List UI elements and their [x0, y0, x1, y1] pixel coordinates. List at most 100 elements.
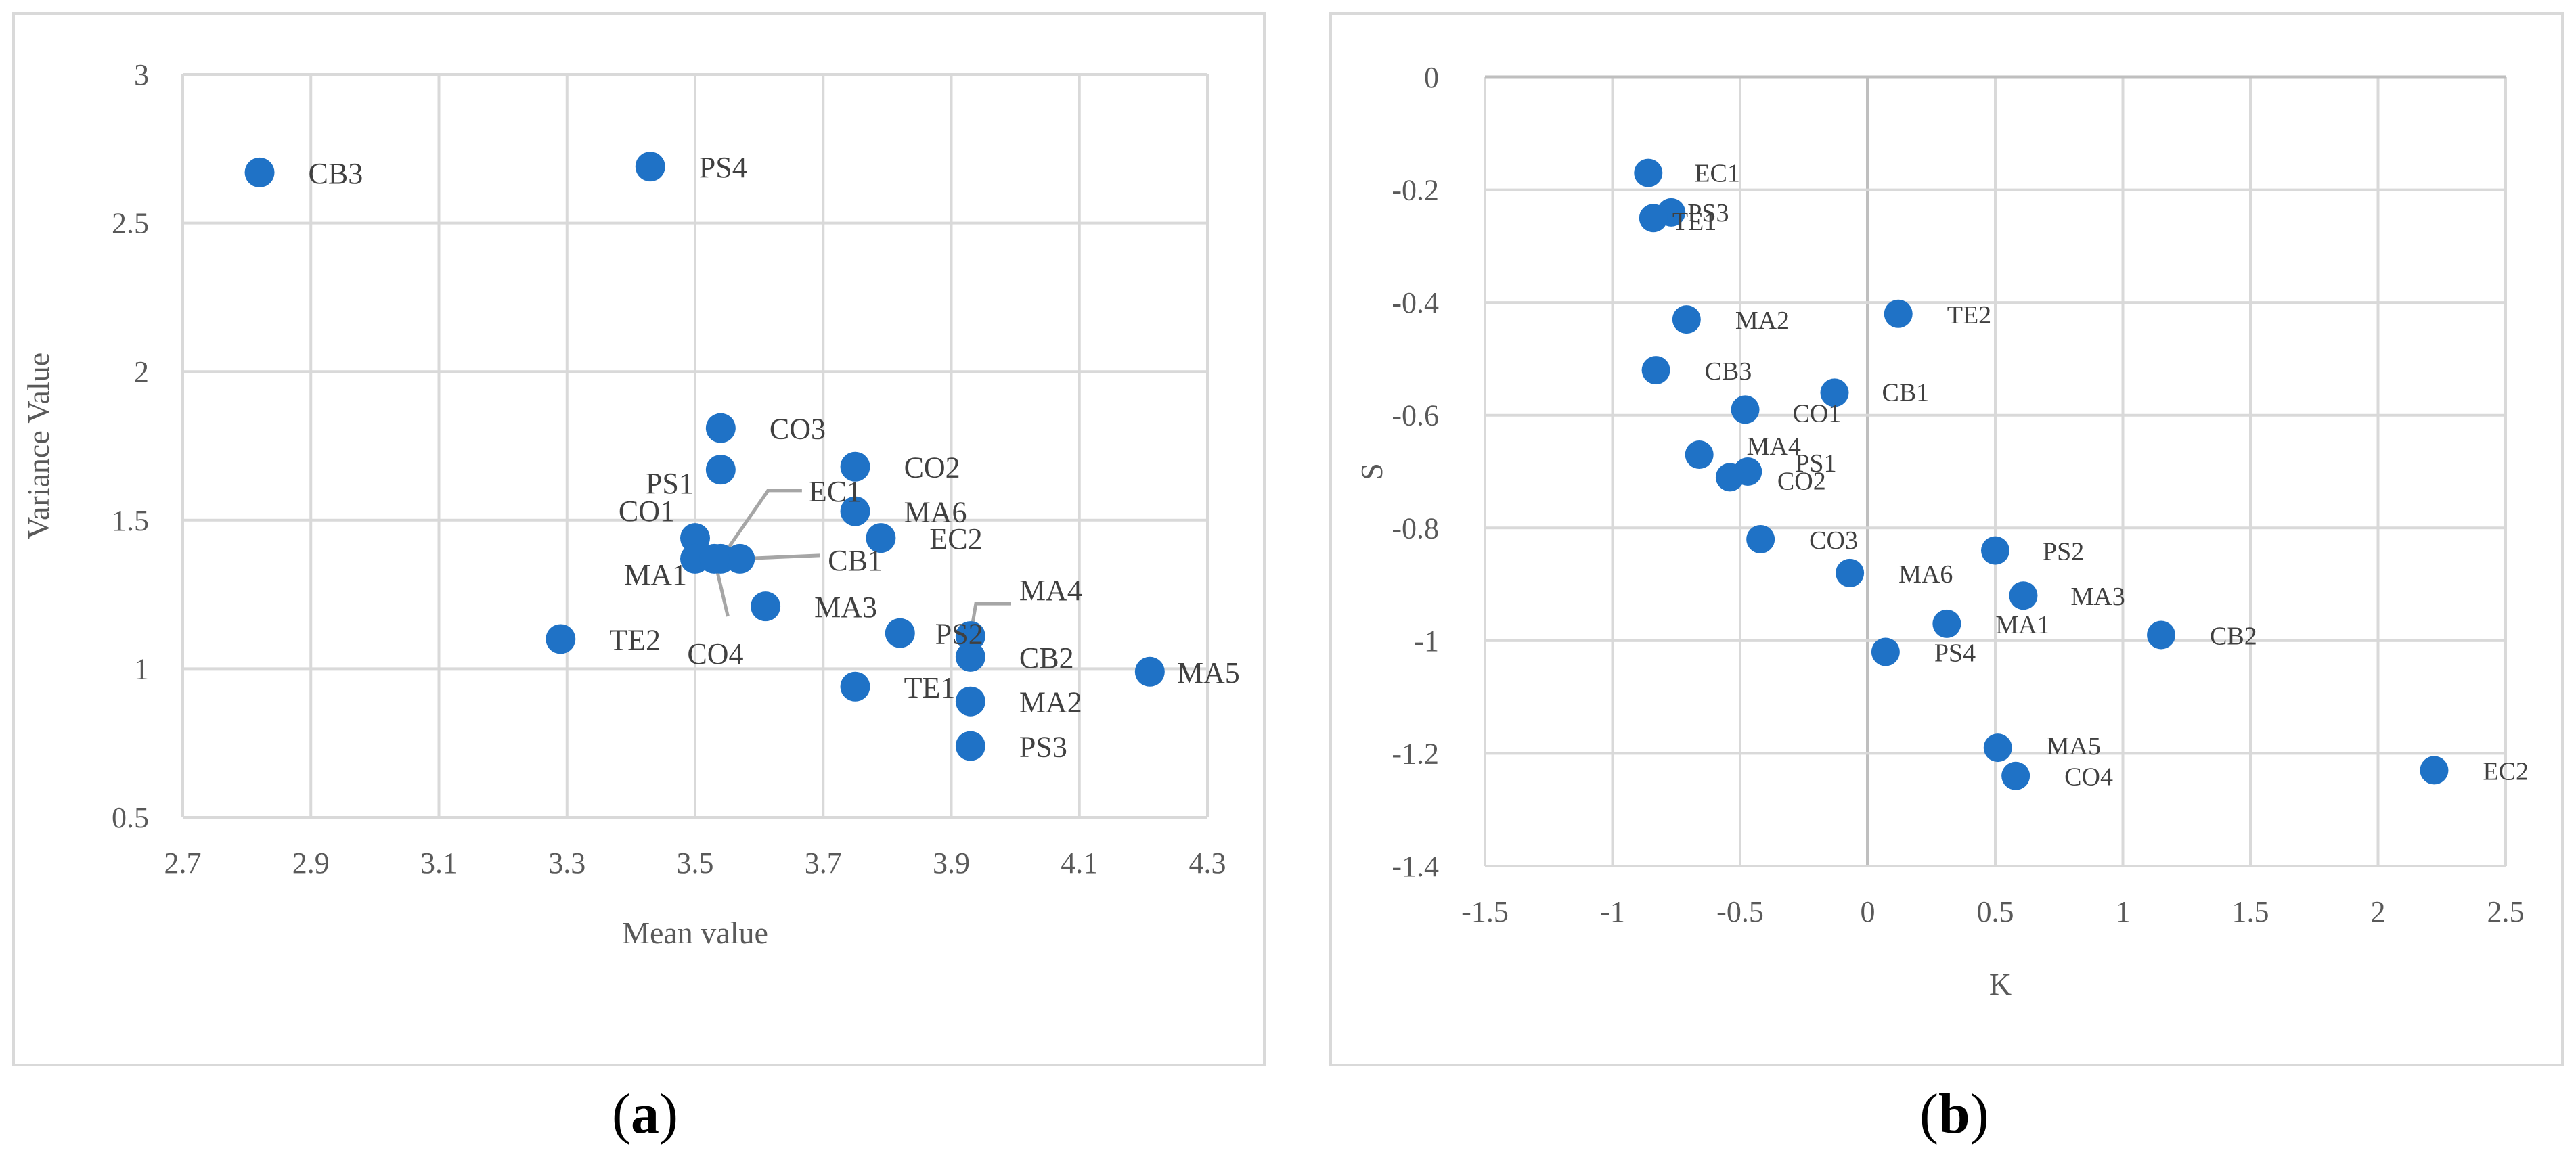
- point-label: CB2: [2210, 622, 2257, 651]
- data-point: [955, 731, 985, 761]
- point-label: MA1: [624, 558, 687, 591]
- data-point: [699, 543, 730, 574]
- data-point: [1634, 158, 1663, 187]
- point-label: CO1: [619, 495, 675, 528]
- data-point: [1134, 656, 1165, 687]
- x-tick-label: -1.5: [1461, 895, 1509, 928]
- point-label: CO4: [687, 637, 743, 671]
- data-point: [680, 523, 710, 553]
- point-label: EC1: [809, 475, 862, 508]
- data-point: [635, 152, 665, 182]
- x-tick-label: 0.5: [1977, 895, 2014, 928]
- point-label: PS2: [935, 618, 983, 651]
- point-label: MA2: [1735, 307, 1790, 335]
- y-tick-label: -0.4: [1392, 286, 1439, 319]
- y-tick-label: -0.2: [1392, 174, 1439, 207]
- data-point: [1836, 558, 1865, 587]
- data-point: [1731, 395, 1760, 424]
- point-label: CB1: [1882, 378, 1929, 407]
- point-label: PS2: [2043, 538, 2084, 566]
- point-label: EC2: [2483, 757, 2529, 786]
- y-axis-label: S: [1354, 463, 1389, 480]
- point-label: MA3: [2070, 583, 2125, 611]
- data-point: [2420, 756, 2449, 785]
- point-label: TE2: [1947, 301, 1991, 330]
- point-label: TE1: [1672, 208, 1716, 236]
- point-label: CO2: [1777, 467, 1826, 495]
- data-point: [2147, 620, 2176, 650]
- x-tick-label: 2.5: [2487, 895, 2525, 928]
- point-label: MA6: [904, 496, 967, 529]
- x-tick-label: 4.1: [1061, 846, 1098, 880]
- data-point: [1746, 524, 1775, 553]
- data-point: [866, 523, 896, 553]
- data-point: [705, 413, 736, 443]
- data-point: [244, 157, 275, 187]
- point-label: MA3: [814, 591, 877, 624]
- y-tick-label: 2: [134, 355, 149, 388]
- data-point: [840, 451, 870, 482]
- x-tick-label: 2.7: [164, 846, 202, 880]
- y-tick-label: 1: [134, 652, 149, 685]
- point-label: TE1: [904, 671, 956, 704]
- point-label: EC2: [929, 522, 982, 555]
- y-tick-label: -1: [1414, 625, 1439, 658]
- y-tick-label: 3: [134, 58, 149, 91]
- point-label: CB1: [828, 544, 883, 577]
- point-label: EC1: [1694, 160, 1740, 188]
- x-tick-label: 3.5: [677, 846, 714, 880]
- data-point: [1932, 609, 1961, 638]
- point-label: PS1: [1795, 449, 1836, 478]
- point-label: MA2: [1019, 686, 1082, 719]
- x-tick-label: 0: [1861, 895, 1875, 928]
- point-label: CO3: [770, 413, 826, 446]
- y-tick-label: 0: [1424, 61, 1439, 94]
- data-point: [840, 496, 870, 526]
- data-point: [1715, 463, 1744, 492]
- data-point: [1641, 356, 1670, 385]
- point-label: PS1: [646, 467, 694, 500]
- y-tick-label: -1.4: [1392, 850, 1439, 883]
- point-label: CB3: [309, 157, 363, 190]
- y-tick-label: -1.2: [1392, 737, 1439, 770]
- x-tick-label: 3.7: [805, 846, 842, 880]
- point-label: CB2: [1019, 641, 1074, 675]
- point-label: CO2: [904, 451, 960, 484]
- x-tick-label: -1: [1600, 895, 1625, 928]
- chart-b-svg: -1.5 -1 -0.5 0 0.5 1 1.5 2 2.5 0 -0.2 -0.4 -0.6 -0.8 -…: [1354, 61, 2529, 1001]
- data-point: [1639, 204, 1668, 233]
- x-tick-label: -0.5: [1716, 895, 1764, 928]
- data-point: [751, 591, 781, 622]
- x-tick-label: 1: [2116, 895, 2131, 928]
- point-label: MA5: [1177, 656, 1240, 689]
- x-tick-label: 4.3: [1189, 846, 1226, 880]
- data-point: [1685, 440, 1714, 470]
- data-point: [1884, 299, 1913, 328]
- data-point: [885, 618, 915, 648]
- y-tick-label: 0.5: [112, 801, 149, 834]
- x-tick-label: 2.9: [292, 846, 330, 880]
- point-label: PS4: [1934, 639, 1976, 668]
- x-tick-label: 2: [2371, 895, 2386, 928]
- data-point: [1983, 733, 2012, 763]
- chart-a-svg: 2.7 2.9 3.1 3.3 3.5 3.7 3.9 4.1 4.3 0.5 1 1.5 2 2.5 3 M…: [21, 58, 1240, 950]
- x-tick-label: 1.5: [2232, 895, 2269, 928]
- caption-b: (b): [1919, 1083, 1989, 1145]
- point-label: PS3: [1687, 199, 1729, 227]
- data-point: [2001, 761, 2030, 790]
- data-point: [1672, 305, 1701, 334]
- x-axis-label: Mean value: [622, 915, 768, 950]
- chart-panel-b: -1.5 -1 -0.5 0 0.5 1 1.5 2 2.5 0 -0.2 -0.4 -0.6 -0.8 -…: [1329, 12, 2564, 1066]
- point-label: CO4: [2064, 763, 2113, 792]
- data-point: [705, 455, 736, 485]
- data-point: [955, 641, 985, 672]
- point-label: PS4: [699, 151, 747, 184]
- data-point: [955, 621, 985, 652]
- point-label: MA4: [1747, 432, 1801, 461]
- point-label: CB3: [1705, 357, 1752, 386]
- x-tick-label: 3.1: [420, 846, 458, 880]
- point-label: MA4: [1019, 574, 1082, 607]
- point-label: TE2: [609, 623, 661, 656]
- point-label: CO3: [1809, 526, 1858, 555]
- data-point: [725, 543, 755, 574]
